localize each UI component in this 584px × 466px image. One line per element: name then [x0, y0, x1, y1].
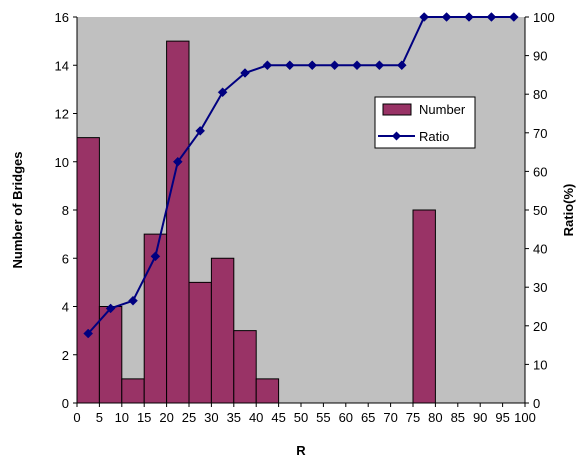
legend: Number Ratio	[374, 96, 476, 149]
y-right-tick-label-20: 20	[533, 319, 547, 334]
x-tick-label-90: 90	[473, 410, 487, 425]
bar-25-30	[188, 281, 212, 404]
x-tick-label-25: 25	[182, 410, 196, 425]
legend-number-label: Number	[419, 102, 466, 117]
x-tick-label-75: 75	[406, 410, 420, 425]
x-tick-label-80: 80	[428, 410, 442, 425]
x-tick-label-30: 30	[204, 410, 218, 425]
ratio-point-15	[419, 12, 430, 22]
bar-5-10	[98, 306, 123, 404]
x-tick-label-15: 15	[137, 410, 151, 425]
y-left-tick-label-0: 0	[62, 396, 69, 411]
ratio-point-10	[307, 60, 318, 71]
y-right-tick-label-40: 40	[533, 242, 547, 257]
y-left-tick-label-10: 10	[55, 155, 69, 170]
x-axis-title: R	[296, 443, 306, 458]
x-tick-label-85: 85	[451, 410, 465, 425]
y-left-tick-label-12: 12	[55, 107, 69, 122]
legend-number-swatch	[382, 103, 412, 116]
ratio-point-13	[374, 60, 385, 71]
ratio-point-16	[441, 12, 452, 22]
legend-ratio-marker	[392, 131, 401, 141]
ratio-point-1	[105, 303, 116, 314]
bar-10-15	[121, 378, 145, 404]
y-left-tick-label-16: 16	[55, 10, 69, 25]
ratio-point-3	[150, 251, 161, 262]
y-right-tick-label-30: 30	[533, 280, 547, 295]
x-tick-label-0: 0	[73, 410, 80, 425]
y-left-tick-label-6: 6	[62, 251, 69, 266]
ratio-point-7	[240, 68, 250, 78]
bar-20-25	[166, 40, 190, 404]
bar-40-45	[255, 378, 280, 404]
y-right-tick-label-0: 0	[533, 396, 540, 411]
ratio-point-17	[464, 12, 474, 22]
bar-30-35	[210, 257, 235, 404]
x-tick-label-40: 40	[249, 410, 263, 425]
y-left-tick-label-14: 14	[55, 58, 69, 73]
y-axis-right-title: Ratio(%)	[561, 184, 576, 237]
x-tick-label-35: 35	[227, 410, 241, 425]
x-tick-label-50: 50	[294, 410, 308, 425]
y-right-tick-label-60: 60	[533, 164, 547, 179]
y-right-tick-label-50: 50	[533, 203, 547, 218]
ratio-point-4	[172, 156, 183, 167]
x-tick-label-45: 45	[271, 410, 285, 425]
ratio-point-8	[262, 60, 273, 71]
legend-ratio-label: Ratio	[419, 129, 449, 144]
x-tick-label-60: 60	[339, 410, 353, 425]
x-tick-label-10: 10	[115, 410, 129, 425]
ratio-point-18	[486, 12, 497, 22]
y-right-tick-label-90: 90	[533, 49, 547, 64]
ratio-point-0	[83, 328, 94, 339]
bars-group	[76, 40, 436, 404]
ratio-point-5	[195, 126, 206, 136]
y-right-tick-label-80: 80	[533, 87, 547, 102]
y-left-tick-label-4: 4	[62, 300, 69, 315]
ratio-point-12	[352, 60, 362, 71]
ratio-point-6	[217, 87, 228, 98]
ratio-point-2	[128, 295, 138, 306]
y-left-tick-label-2: 2	[62, 348, 69, 363]
y-left-tick-label-8: 8	[62, 203, 69, 218]
bar-75-80	[412, 209, 436, 404]
bar-35-40	[233, 330, 257, 404]
axes-group	[73, 16, 529, 407]
x-tick-label-70: 70	[383, 410, 397, 425]
x-tick-label-100: 100	[514, 410, 536, 425]
x-tick-label-95: 95	[495, 410, 509, 425]
y-right-tick-label-70: 70	[533, 126, 547, 141]
ratio-point-9	[284, 60, 295, 71]
ratio-point-19	[508, 12, 519, 22]
ratio-point-11	[329, 60, 340, 71]
bar-0-5	[76, 137, 100, 404]
y-axis-left-title: Number of Bridges	[10, 151, 25, 268]
x-tick-label-55: 55	[316, 410, 330, 425]
x-tick-label-65: 65	[361, 410, 375, 425]
y-right-tick-label-10: 10	[533, 357, 547, 372]
tick-labels-group: 0 5 10 15 20 25 30 35 40 45 50 55 60 65 70 75 80 85 90 95 10…	[55, 10, 555, 425]
ratio-point-14	[396, 60, 407, 71]
ratio-line-group	[83, 12, 519, 339]
x-tick-label-5: 5	[96, 410, 103, 425]
y-right-tick-label-100: 100	[533, 10, 555, 25]
x-tick-label-20: 20	[159, 410, 173, 425]
